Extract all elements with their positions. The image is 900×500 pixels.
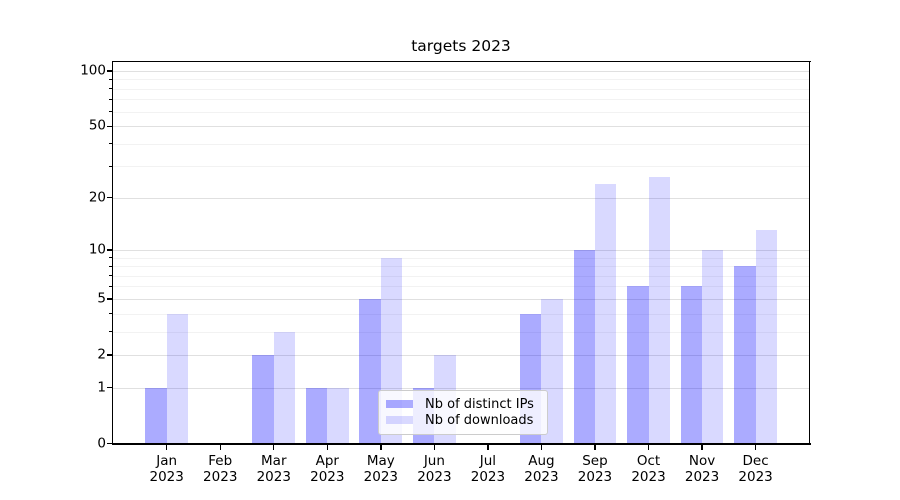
y-tick-label-5: 5 — [97, 290, 106, 307]
x-tick-label-may: May 2023 — [363, 452, 399, 485]
y-tick — [106, 442, 112, 445]
y-tick-label-20: 20 — [88, 189, 106, 206]
y-tick-label-10: 10 — [88, 241, 106, 258]
x-tick — [433, 445, 436, 450]
y-tick-label-50: 50 — [88, 117, 106, 134]
minor-gridline — [113, 143, 809, 145]
y-tick — [106, 249, 112, 251]
bar-dec-downloads — [755, 230, 777, 444]
major-gridline — [113, 71, 809, 72]
y-minor-tick — [109, 331, 112, 333]
x-tick-label-dec: Dec 2023 — [738, 452, 773, 485]
major-gridline — [113, 249, 809, 251]
y-minor-tick — [109, 78, 112, 80]
minor-gridline — [113, 275, 809, 277]
top-spine — [111, 60, 811, 63]
major-gridline — [113, 197, 809, 199]
right-spine — [808, 60, 811, 446]
legend-label-distinct-ips: Nb of distinct IPs — [425, 396, 534, 412]
bar-oct-downloads — [648, 177, 670, 444]
minor-gridline — [113, 88, 809, 90]
y-tick-label-100: 100 — [80, 62, 106, 79]
bar-apr-downloads — [327, 387, 349, 444]
left-spine — [111, 60, 114, 446]
x-tick — [701, 445, 703, 450]
bar-mar-distinct-ips — [252, 354, 274, 444]
bar-jan-downloads — [166, 313, 189, 444]
y-minor-tick — [109, 111, 112, 113]
minor-gridline — [113, 257, 809, 259]
y-tick — [106, 354, 112, 356]
bar-jan-distinct-ips — [145, 387, 167, 444]
bar-sep-downloads — [594, 183, 617, 444]
bar-apr-distinct-ips — [305, 387, 328, 444]
x-tick-label-sep: Sep 2023 — [577, 452, 613, 485]
x-tick — [487, 445, 489, 450]
y-minor-tick — [109, 285, 112, 287]
legend-item-distinct-ips: Nb of distinct IPs — [386, 396, 547, 412]
legend-swatch-downloads — [386, 416, 413, 424]
y-tick — [106, 197, 112, 199]
minor-gridline — [113, 79, 809, 81]
x-tick-label-feb: Feb 2023 — [203, 452, 238, 485]
x-tick-label-jan: Jan 2023 — [149, 452, 184, 485]
bar-nov-downloads — [702, 249, 724, 444]
x-tick — [540, 445, 543, 450]
x-tick-label-mar: Mar 2023 — [256, 452, 291, 485]
major-gridline — [113, 298, 809, 300]
y-minor-tick — [109, 275, 112, 277]
bar-oct-distinct-ips — [627, 286, 649, 444]
legend-label-downloads: Nb of downloads — [425, 412, 534, 428]
minor-gridline — [113, 166, 809, 168]
minor-gridline — [113, 313, 809, 315]
legend: Nb of distinct IPs Nb of downloads — [378, 390, 548, 435]
minor-gridline — [113, 111, 809, 113]
bar-dec-distinct-ips — [734, 266, 756, 444]
y-minor-tick — [109, 265, 112, 267]
x-tick — [219, 445, 221, 450]
x-tick — [380, 445, 382, 450]
x-tick-label-aug: Aug 2023 — [524, 452, 559, 485]
chart-title: targets 2023 — [411, 37, 511, 55]
x-tick-label-apr: Apr 2023 — [310, 452, 345, 485]
y-tick-label-0: 0 — [97, 435, 106, 451]
y-tick — [106, 298, 112, 300]
legend-swatch-distinct-ips — [386, 400, 413, 408]
x-tick-label-jun: Jun 2023 — [417, 452, 452, 485]
y-tick — [106, 125, 112, 127]
y-minor-tick — [109, 257, 112, 259]
legend-item-downloads: Nb of downloads — [386, 412, 547, 428]
y-minor-tick — [109, 313, 112, 315]
x-tick-label-oct: Oct 2023 — [631, 452, 666, 485]
x-tick — [273, 445, 275, 450]
y-tick-label-2: 2 — [97, 346, 106, 363]
minor-gridline — [113, 331, 809, 333]
x-tick — [166, 445, 168, 450]
major-gridline — [113, 126, 809, 128]
bar-mar-downloads — [273, 331, 296, 444]
x-tick-label-nov: Nov 2023 — [684, 452, 720, 485]
y-minor-tick — [109, 165, 112, 167]
minor-gridline — [113, 286, 809, 288]
x-tick — [754, 445, 757, 450]
bar-nov-distinct-ips — [680, 286, 703, 444]
y-tick — [106, 70, 112, 72]
x-tick — [326, 445, 328, 450]
x-tick — [647, 445, 650, 450]
y-minor-tick — [109, 98, 112, 100]
y-tick-label-1: 1 — [97, 379, 106, 396]
major-gridline — [113, 354, 809, 356]
major-gridline — [113, 387, 809, 389]
y-tick — [106, 386, 112, 389]
y-minor-tick — [109, 143, 112, 145]
bar-sep-distinct-ips — [573, 249, 595, 444]
x-tick — [594, 445, 596, 450]
x-tick-label-jul: Jul 2023 — [470, 452, 506, 485]
minor-gridline — [113, 99, 809, 101]
minor-gridline — [113, 266, 809, 268]
bottom-spine — [111, 443, 811, 445]
y-minor-tick — [109, 88, 112, 90]
